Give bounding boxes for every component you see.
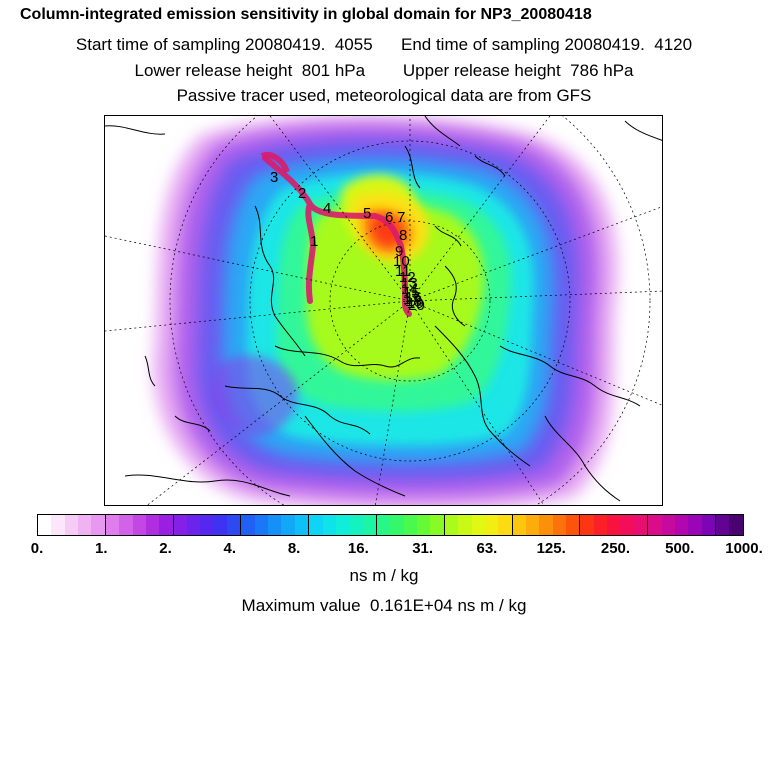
colorbar-swatch: [322, 515, 336, 535]
colorbar-swatch: [78, 515, 92, 535]
trajectory-label: 8: [399, 227, 407, 244]
colorbar-swatch: [159, 515, 174, 535]
trajectory-label: 5: [363, 205, 371, 222]
colorbar-tick-labels: 0. 1. 2. 4. 8. 16. 31. 63. 125. 250. 500. 1000.: [0, 540, 768, 560]
colorbar-tick-label: 16.: [347, 540, 369, 557]
coastlines: [105, 116, 662, 502]
colorbar-swatch: [715, 515, 730, 535]
colorbar-swatch: [607, 515, 621, 535]
trajectory-label: 9: [395, 243, 403, 260]
colorbar-swatch: [593, 515, 608, 535]
colorbar-swatch: [390, 515, 404, 535]
colorbar-swatch: [173, 515, 187, 535]
colorbar-swatch: [539, 515, 553, 535]
trajectory-label: 6: [385, 209, 393, 226]
colorbar-swatch: [281, 515, 295, 535]
colorbar-tick-label: 0.: [30, 540, 44, 557]
colorbar-swatch: [512, 515, 526, 535]
trajectory-label: 2: [298, 185, 306, 202]
colorbar-swatch: [648, 515, 662, 535]
colorbar-swatch: [661, 515, 675, 535]
colorbar-swatch: [268, 515, 282, 535]
trajectory-label: 15: [403, 285, 420, 302]
colorbar-swatch: [186, 515, 201, 535]
colorbar-swatch: [362, 515, 377, 535]
colorbar-swatch: [145, 515, 160, 535]
colorbar-tick-label: 250.: [600, 540, 631, 557]
colorbar-swatch: [200, 515, 214, 535]
colorbar-swatch: [132, 515, 146, 535]
colorbar-tick-label: 31.: [412, 540, 434, 557]
maximum-value-text: Maximum value 0.161E+04 ns m / kg: [241, 596, 527, 615]
colorbar-tick-label: 500.: [665, 540, 695, 557]
colorbar-swatch: [349, 515, 363, 535]
trajectory-label: 20: [408, 297, 425, 314]
trajectory-label: 13: [401, 275, 418, 292]
trajectory-label: 16: [405, 289, 422, 306]
trajectory-label: 19: [407, 295, 424, 312]
colorbar-swatch: [213, 515, 228, 535]
colorbar-swatch: [64, 515, 79, 535]
colorbar-swatch: [633, 515, 649, 535]
trajectory-label: 3: [270, 169, 278, 186]
colorbar-swatch: [119, 515, 133, 535]
emission-sensitivity-map: 3 2 1 4 5 6 7 8 9 10 11 12 13 14 15 16 17 18 19 20: [104, 115, 663, 506]
colorbar-tick-label: 1000.: [725, 540, 763, 557]
colorbar-tick-label: 125.: [536, 540, 566, 557]
colorbar-tick-label: 4.: [223, 540, 237, 557]
colorbar-tick-label: 2.: [159, 540, 172, 557]
colorbar-units: ns m / kg: [349, 566, 419, 585]
colorbar-swatch: [498, 515, 513, 535]
colorbar-swatch: [471, 515, 485, 535]
colorbar-swatch: [620, 515, 634, 535]
colorbar-swatch: [38, 515, 52, 535]
colorbar-swatch: [525, 515, 540, 535]
colorbar: [37, 514, 744, 536]
colorbar-swatch: [105, 515, 120, 535]
colorbar-swatch: [376, 515, 391, 535]
colorbar-swatch: [444, 515, 459, 535]
trajectory-label: 11: [395, 263, 411, 280]
release-height-line: Lower release height 801 hPa Upper relea…: [134, 61, 634, 80]
colorbar-swatch: [566, 515, 581, 535]
trajectory-label: 12: [399, 269, 416, 286]
colorbar-swatch: [309, 515, 323, 535]
sampling-time-line: Start time of sampling 20080419. 4055 En…: [75, 35, 693, 54]
tracer-info-line: Passive tracer used, meteorological data…: [176, 86, 592, 105]
colorbar-swatch: [91, 515, 106, 535]
colorbar-swatch: [254, 515, 269, 535]
trajectory-label: 10: [393, 253, 410, 270]
trajectory-label: 7: [397, 209, 405, 226]
colorbar-swatch: [729, 515, 743, 535]
colorbar-swatch: [580, 515, 594, 535]
trajectory-label: 4: [323, 200, 331, 217]
colorbar-swatch: [674, 515, 689, 535]
trajectory-label: 17: [403, 291, 420, 308]
colorbar-swatch: [417, 515, 431, 535]
sensitivity-field: [153, 116, 618, 505]
map-title: Column-integrated emission sensitivity i…: [20, 6, 592, 23]
colorbar-swatch: [701, 515, 716, 535]
colorbar-tick-label: 8.: [287, 540, 301, 557]
colorbar-swatch: [688, 515, 702, 535]
colorbar-swatch: [335, 515, 350, 535]
colorbar-tick-label: 1.: [95, 540, 108, 557]
colorbar-swatch: [403, 515, 418, 535]
graticule: [105, 116, 662, 505]
colorbar-swatch: [51, 515, 65, 535]
trajectory-label: 14: [401, 281, 418, 298]
trajectory-label: 18: [405, 293, 422, 310]
colorbar-swatch: [294, 515, 310, 535]
colorbar-swatch: [458, 515, 472, 535]
colorbar-swatch: [484, 515, 499, 535]
colorbar-swatch: [241, 515, 255, 535]
colorbar-swatch: [227, 515, 242, 535]
colorbar-tick-label: 63.: [476, 540, 498, 557]
colorbar-swatch: [430, 515, 445, 535]
colorbar-swatch: [552, 515, 567, 535]
trajectory-label: 1: [310, 233, 318, 250]
